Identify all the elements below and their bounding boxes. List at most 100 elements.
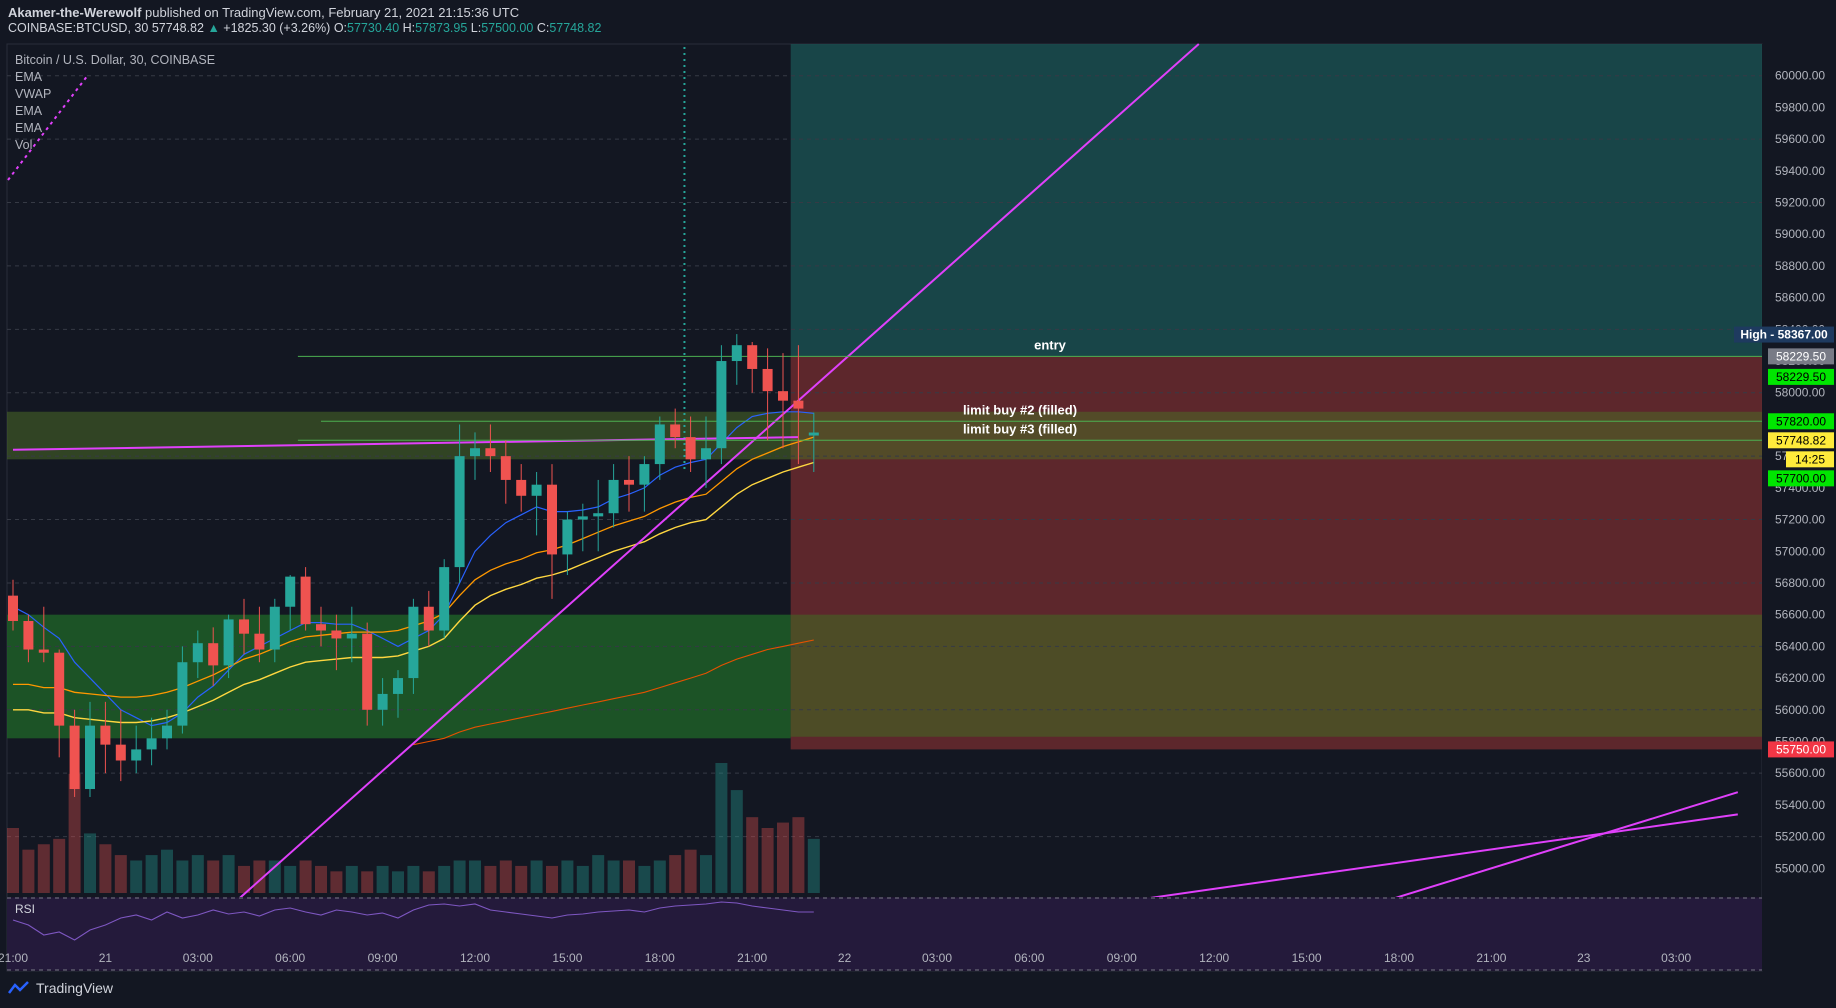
- time-tick-label: 21:00: [1476, 951, 1506, 965]
- indicator-legend: Bitcoin / U.S. Dollar, 30, COINBASE EMA VW…: [15, 53, 215, 152]
- volume-bar: [777, 822, 789, 893]
- time-tick-label: 03:00: [922, 951, 952, 965]
- price-tick-label: 57200.00: [1775, 513, 1825, 527]
- volume-bar: [807, 838, 820, 893]
- candle-body: [8, 595, 18, 622]
- level-label: limit buy #3 (filled): [963, 421, 1077, 436]
- open-value: 57730.40: [347, 21, 400, 35]
- trendline-lower-trend-a[interactable]: [1090, 813, 1738, 908]
- candle-body: [577, 516, 588, 520]
- legend-item[interactable]: EMA: [15, 104, 43, 118]
- price-tick-label: 55600.00: [1775, 766, 1825, 780]
- candle-body: [701, 448, 711, 460]
- candle-body: [331, 630, 342, 639]
- level-layer: entry limit buy #2 (filled) limit buy #3 (…: [297, 337, 1762, 441]
- price-tick-label: 56800.00: [1775, 576, 1825, 590]
- legend-item[interactable]: EMA: [15, 70, 43, 84]
- candle-body: [562, 519, 573, 555]
- volume-bar: [592, 855, 605, 893]
- low-label: L:: [470, 21, 482, 35]
- trendline-dotted[interactable]: [7, 74, 89, 181]
- trendline-lower-trend-b[interactable]: [1367, 791, 1739, 908]
- volume-bar: [392, 871, 404, 893]
- price-tick-label: 59800.00: [1775, 100, 1825, 114]
- trendline-flat-support[interactable]: [12, 436, 799, 451]
- low-value: 57500.00: [481, 21, 534, 35]
- candle-body: [593, 513, 604, 517]
- grid-layer: [7, 47, 1762, 838]
- candle-body: [115, 744, 126, 761]
- volume-bar: [345, 865, 358, 893]
- volume-bar: [700, 855, 712, 893]
- zone-demand-zone-left: [7, 614, 791, 739]
- high-label: H:: [402, 21, 416, 35]
- candle-body: [547, 484, 557, 555]
- volume-bar: [37, 844, 50, 893]
- candle-body: [439, 567, 450, 631]
- triangle-up-icon: ▲: [207, 21, 220, 35]
- price-tick-label: 56000.00: [1775, 703, 1825, 717]
- candle-body: [685, 437, 696, 460]
- volume-bar: [746, 817, 759, 893]
- price-label-text: 58229.50: [1776, 370, 1826, 384]
- candle-body: [731, 345, 742, 362]
- candle-body: [23, 621, 34, 650]
- volume-bar: [515, 865, 528, 893]
- candle-body: [531, 484, 542, 496]
- level-label: limit buy #2 (filled): [963, 402, 1077, 417]
- candle-body: [346, 633, 357, 639]
- time-axis[interactable]: 21:00 21 03:00 06:00 09:00 12:00 15:00 18:00 21:…: [0, 951, 1692, 965]
- trendline-steep-uptrend[interactable]: [227, 43, 1200, 909]
- volume-bar: [422, 871, 435, 893]
- volume-bar: [669, 855, 682, 893]
- legend-item[interactable]: Vol: [15, 138, 32, 152]
- candle-body: [146, 738, 157, 750]
- price-tick-label: 58800.00: [1775, 259, 1825, 273]
- volume-bar: [84, 833, 96, 893]
- candle-body: [131, 749, 142, 761]
- volume-bar: [407, 865, 420, 893]
- price-axis-bg: [1762, 44, 1836, 971]
- candle-layer: [8, 334, 819, 797]
- legend-item[interactable]: VWAP: [15, 87, 51, 101]
- price-change: +1825.30 (+3.26%): [223, 21, 331, 35]
- price-label-text: 57700.00: [1776, 471, 1826, 485]
- candle-body: [654, 424, 665, 465]
- ohlc-bar: COINBASE:BTCUSD, 30 57748.82 ▲ +1825.30 …: [8, 21, 601, 35]
- volume-layer: [7, 763, 820, 893]
- volume-bar: [53, 838, 66, 893]
- legend-item[interactable]: EMA: [15, 121, 43, 135]
- volume-bar: [315, 865, 327, 893]
- symbol-label[interactable]: COINBASE:BTCUSD, 30: [8, 21, 149, 35]
- price-label-text: 57748.82: [1776, 433, 1826, 447]
- candle-body: [85, 725, 95, 790]
- volume-bar: [99, 844, 112, 893]
- volume-bar: [530, 860, 543, 893]
- candle-body: [516, 479, 527, 496]
- time-tick-label: 06:00: [1014, 951, 1044, 965]
- price-axis[interactable]: 55000.0055200.0055400.0055600.0055800.00…: [1762, 44, 1836, 971]
- price-label-text: High - 58367.00: [1740, 328, 1828, 342]
- volume-bar: [222, 855, 235, 893]
- candle-body: [670, 424, 681, 438]
- footer-brand[interactable]: TradingView: [8, 980, 113, 996]
- volume-bar: [546, 865, 558, 893]
- candle-body: [100, 725, 111, 745]
- volume-bar: [114, 855, 127, 893]
- price-label-text: 14:25: [1795, 452, 1825, 466]
- time-tick-label: 21: [99, 951, 113, 965]
- time-tick-label: 23: [1577, 951, 1591, 965]
- time-tick-label: 21:00: [737, 951, 767, 965]
- candle-body: [162, 725, 172, 739]
- time-tick-label: 22: [838, 951, 852, 965]
- price-tick-label: 56400.00: [1775, 639, 1825, 653]
- volume-bar: [499, 860, 512, 893]
- author-name[interactable]: Akamer-the-Werewolf: [8, 5, 142, 20]
- price-tick-label: 55000.00: [1775, 861, 1825, 875]
- volume-bar: [653, 860, 666, 893]
- price-label-box: [1768, 470, 1834, 487]
- price-label-box: [1768, 348, 1834, 365]
- open-label: O:: [333, 21, 348, 35]
- time-tick-label: 15:00: [1292, 951, 1322, 965]
